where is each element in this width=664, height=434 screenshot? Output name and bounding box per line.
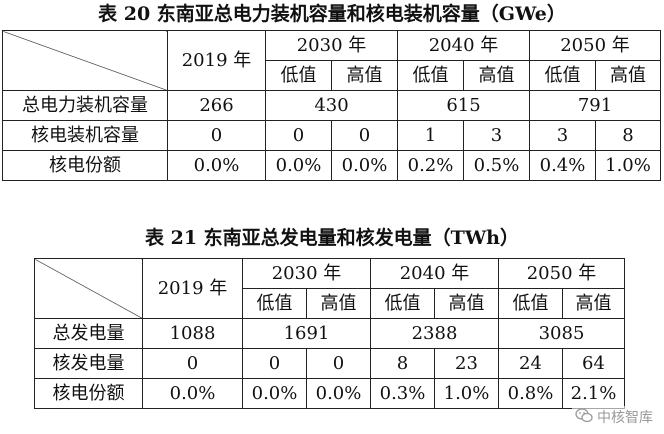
- year-header: 2019 年: [142, 258, 243, 319]
- year-header: 2050 年: [498, 258, 625, 289]
- table-cell: 791: [529, 90, 661, 121]
- table-20-caption: 表 20 东南亚总电力装机容量和核电装机容量（GWe）: [98, 3, 566, 25]
- subheader-row: 低值 高值 低值 高值 低值 高值: [35, 288, 625, 319]
- table-cell: 3: [463, 120, 530, 151]
- table-cell: 1088: [142, 318, 243, 349]
- low-header: 低值: [242, 288, 307, 319]
- row-label: 核电份额: [2, 150, 168, 181]
- low-header: 低值: [370, 288, 435, 319]
- row-label: 核电装机容量: [2, 120, 168, 151]
- table-cell: 8: [595, 120, 661, 151]
- table-cell: 0: [265, 120, 332, 151]
- table-row: 核电装机容量 0 0 0 1 3 3 8: [2, 120, 661, 151]
- table-row: 核发电量 0 0 0 8 23 24 64: [34, 348, 625, 379]
- table-cell: 1.0%: [434, 378, 499, 409]
- high-header: 高值: [434, 288, 499, 319]
- header-row: 2019 年 2030 年 2040 年 2050 年: [2, 30, 661, 91]
- table-cell: 0: [167, 120, 266, 151]
- high-header: 高值: [595, 60, 661, 91]
- table-cell: 1691: [242, 318, 371, 349]
- table-cell: 0.0%: [331, 150, 398, 181]
- year-header: 2019 年: [167, 30, 266, 91]
- row-label: 总电力装机容量: [2, 90, 168, 121]
- high-header: 高值: [562, 288, 625, 319]
- table-cell: 0: [331, 120, 398, 151]
- row-label: 总发电量: [34, 318, 143, 349]
- table-cell: 8: [370, 348, 435, 379]
- low-header: 低值: [265, 60, 332, 91]
- table-cell: 23: [434, 348, 499, 379]
- high-header: 高值: [306, 288, 371, 319]
- table-cell: 0.3%: [370, 378, 435, 409]
- table-cell: 0.2%: [397, 150, 464, 181]
- table-row: 核电份额 0.0% 0.0% 0.0% 0.3% 1.0% 0.8% 2.1%: [34, 378, 625, 409]
- table-cell: 3085: [498, 318, 625, 349]
- table-cell: 0.4%: [529, 150, 596, 181]
- table-cell: 0: [306, 348, 371, 379]
- table-row: 总发电量 1088 1691 2388 3085: [34, 318, 625, 349]
- table-cell: 615: [397, 90, 530, 121]
- high-header: 高值: [331, 60, 398, 91]
- low-header: 低值: [529, 60, 596, 91]
- table-cell: 2388: [370, 318, 499, 349]
- header-row: 2019 年 2030 年 2040 年 2050 年: [34, 258, 625, 319]
- table-21: 2019 年 2030 年 2040 年 2050 年 低值 高值 低值 高值 …: [34, 258, 625, 409]
- table-cell: 1: [397, 120, 464, 151]
- table-cell: 0.0%: [265, 150, 332, 181]
- table-cell: 0.8%: [498, 378, 563, 409]
- row-label: 核电份额: [34, 378, 143, 409]
- table-20: 2019 年 2030 年 2040 年 2050 年 低值 高值 低值 高值 …: [2, 30, 661, 181]
- year-header: 2030 年: [265, 30, 398, 61]
- watermark: 中核智库: [572, 406, 656, 428]
- year-header: 2040 年: [397, 30, 530, 61]
- table-cell: 64: [562, 348, 625, 379]
- table-cell: 0.0%: [142, 378, 243, 409]
- table-cell: 266: [167, 90, 266, 121]
- subheader-row: 低值 高值 低值 高值 低值 高值: [3, 60, 661, 91]
- wechat-icon: [575, 407, 593, 427]
- row-label: 核发电量: [34, 348, 143, 379]
- low-header: 低值: [498, 288, 563, 319]
- table-cell: 0: [242, 348, 307, 379]
- table-cell: 24: [498, 348, 563, 379]
- table-cell: 0: [142, 348, 243, 379]
- table-row: 总电力装机容量 266 430 615 791: [2, 90, 661, 121]
- low-header: 低值: [397, 60, 464, 91]
- table-cell: 1.0%: [595, 150, 661, 181]
- high-header: 高值: [463, 60, 530, 91]
- table-cell: 3: [529, 120, 596, 151]
- table-cell: 0.0%: [242, 378, 307, 409]
- watermark-text: 中核智库: [597, 410, 653, 426]
- table-21-caption: 表 21 东南亚总发电量和核发电量（TWh）: [145, 227, 519, 249]
- table-cell: 2.1%: [562, 378, 625, 409]
- table-cell: 0.0%: [306, 378, 371, 409]
- table-row: 核电份额 0.0% 0.0% 0.0% 0.2% 0.5% 0.4% 1.0%: [2, 150, 661, 181]
- corner-cell: [34, 258, 143, 319]
- table-cell: 0.0%: [167, 150, 266, 181]
- table-cell: 430: [265, 90, 398, 121]
- table-cell: 0.5%: [463, 150, 530, 181]
- year-header: 2040 年: [370, 258, 499, 289]
- year-header: 2030 年: [242, 258, 371, 289]
- year-header: 2050 年: [529, 30, 661, 61]
- corner-cell: [2, 30, 168, 91]
